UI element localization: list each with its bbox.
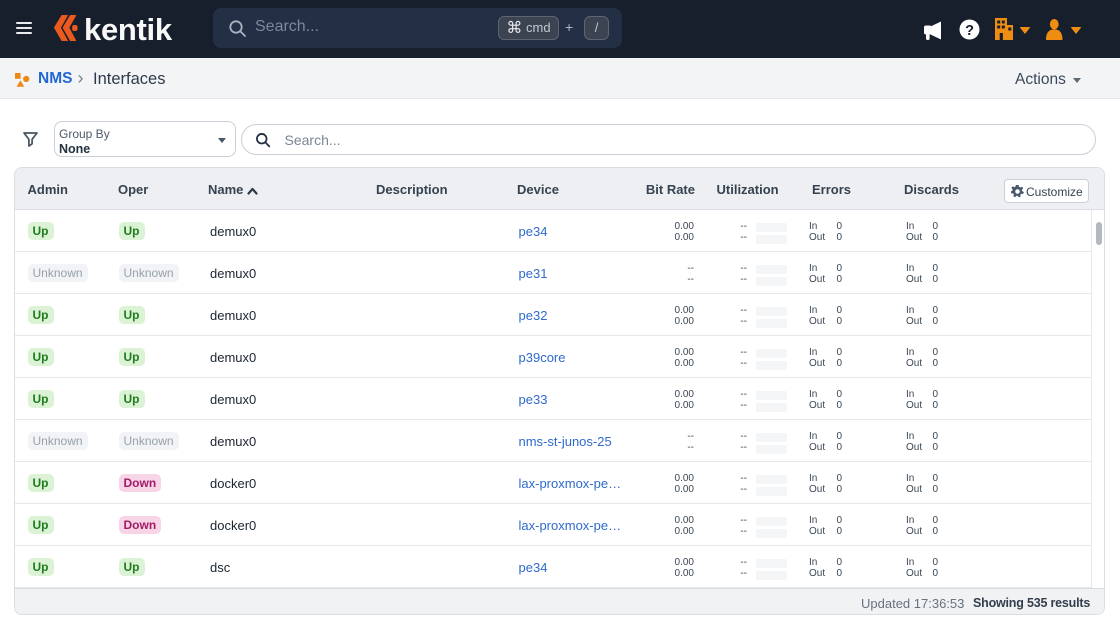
svg-text:?: ? bbox=[965, 23, 974, 39]
